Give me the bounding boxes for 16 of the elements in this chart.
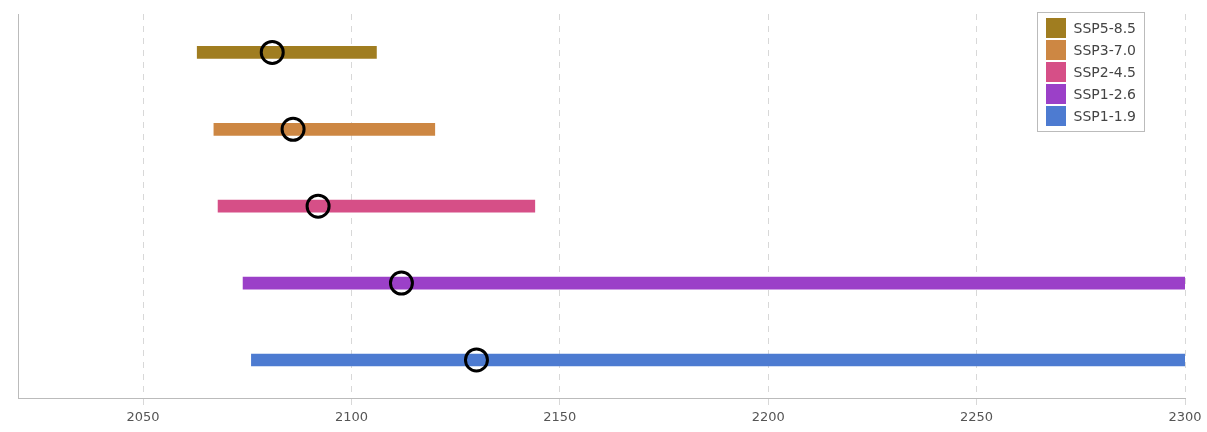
x-tick-label: 2300 [1168, 408, 1202, 424]
x-tick-label: 2100 [334, 408, 368, 424]
point [463, 347, 489, 373]
point [388, 270, 414, 296]
x-tick-label: 2050 [126, 408, 160, 424]
point [305, 193, 331, 219]
legend-label: SSP5-8.5 [1073, 20, 1136, 36]
legend-label: SSP2-4.5 [1073, 64, 1136, 80]
point [280, 116, 306, 142]
legend-label: SSP1-2.6 [1073, 86, 1136, 102]
point [259, 39, 285, 65]
x-tick-label: 2250 [960, 408, 994, 424]
x-tick-label: 2150 [543, 408, 577, 424]
legend-label: SSP1-1.9 [1073, 108, 1136, 124]
legend-label: SSP3-7.0 [1073, 42, 1136, 58]
x-tick-label: 2200 [751, 408, 785, 424]
